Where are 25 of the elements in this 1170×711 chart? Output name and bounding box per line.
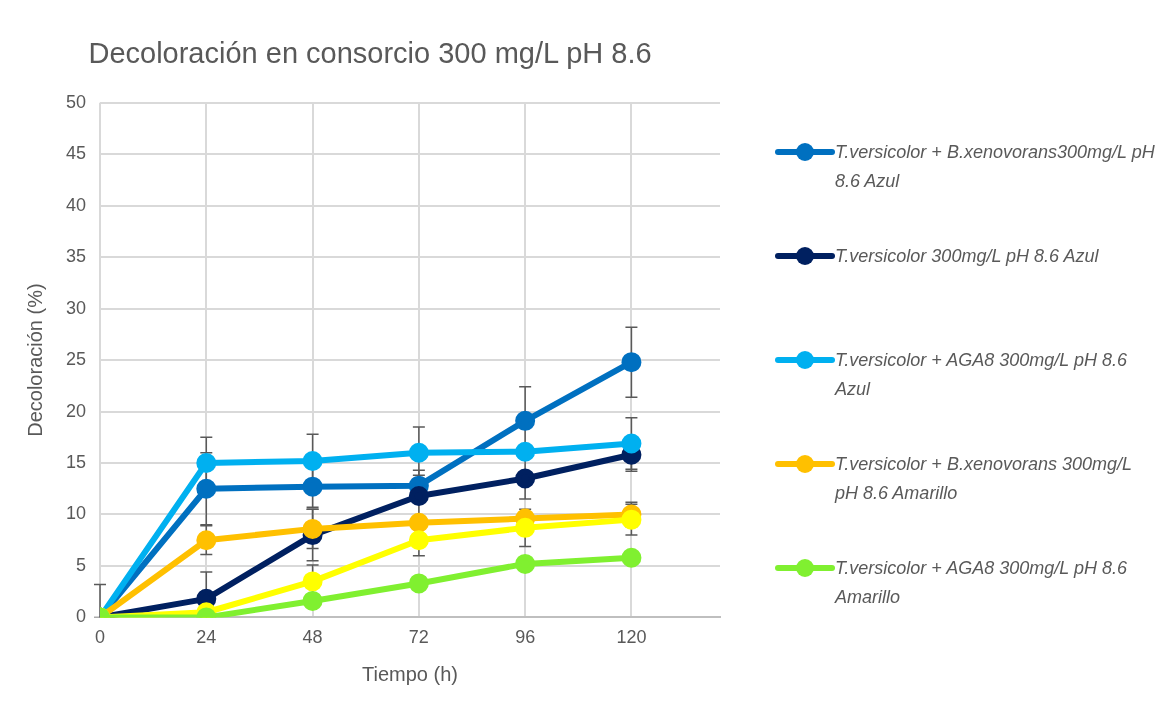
chart-title: Decoloración en consorcio 300 mg/L pH 8.6 xyxy=(88,37,652,70)
legend-label: T.versicolor 300mg/L pH 8.6 Azul xyxy=(835,245,1099,268)
x-tick-label: 120 xyxy=(616,627,647,648)
x-tick-label: 0 xyxy=(95,627,106,648)
y-tick-label: 15 xyxy=(65,451,87,472)
y-tick-label: 20 xyxy=(65,400,87,421)
x-tick-label: 48 xyxy=(302,627,323,648)
y-tick-label: 45 xyxy=(65,143,87,164)
y-tick-label: 0 xyxy=(76,606,87,627)
y-tick-label: 40 xyxy=(65,194,87,215)
y-tick-label: 50 xyxy=(65,91,87,112)
x-axis-title: Tiempo (h) xyxy=(362,662,458,685)
x-tick-label: 72 xyxy=(408,627,429,648)
legend-label: T.versicolor + AGA8 300mg/L pH 8.6 Amarillo xyxy=(835,557,1128,609)
x-tick-label: 24 xyxy=(196,627,217,648)
y-tick-label: 25 xyxy=(65,349,87,370)
y-tick-label: 10 xyxy=(65,503,87,524)
legend-label: T.versicolor + B.xenovorans 300mg/L pH 8.6 Amarillo xyxy=(835,453,1133,505)
legend-label: T.versicolor + B.xenovorans300mg/L pH 8.6 Azul xyxy=(835,141,1155,193)
y-tick-label: 30 xyxy=(65,297,87,318)
y-axis-title: Decoloración (%) xyxy=(23,283,46,437)
y-tick-label: 35 xyxy=(65,246,87,267)
y-tick-label: 5 xyxy=(76,554,87,575)
legend-label: T.versicolor + AGA8 300mg/L pH 8.6 Azul xyxy=(835,349,1128,401)
x-tick-label: 96 xyxy=(515,627,536,648)
